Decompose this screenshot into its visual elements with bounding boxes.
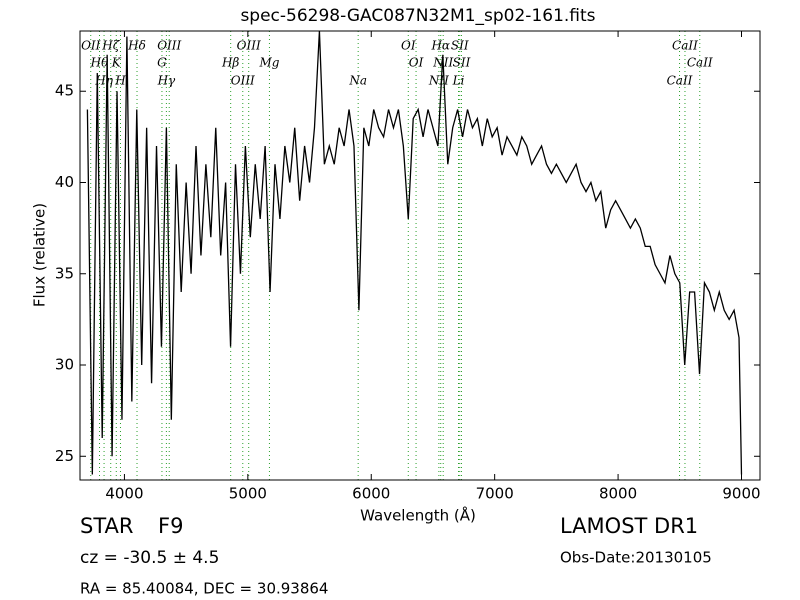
spectral-line-label: Hζ xyxy=(101,39,120,53)
spectral-line-label: OIII xyxy=(237,39,261,53)
spectral-line-label: OIII xyxy=(157,39,181,53)
x-tick-label: 8000 xyxy=(599,485,637,503)
spectral-line-label: NII xyxy=(428,74,449,88)
spectral-line-label: Na xyxy=(348,74,367,88)
y-tick-label: 25 xyxy=(55,447,74,465)
y-tick-label: 40 xyxy=(55,173,74,191)
redshift: cz = -30.5 ± 4.5 xyxy=(80,548,219,568)
x-tick-label: 7000 xyxy=(476,485,514,503)
y-tick-label: 45 xyxy=(55,82,74,100)
spectral-line-label: CaII xyxy=(687,56,713,70)
object-class: STAR xyxy=(80,514,133,538)
spectrum xyxy=(86,31,743,475)
x-tick-label: 5000 xyxy=(229,485,267,503)
spectral-line-label: Hθ xyxy=(90,56,109,70)
spectral-line-label: SII xyxy=(453,56,471,70)
chart-title: spec-56298-GAC087N32M1_sp02-161.fits xyxy=(240,6,595,26)
spectral-line-label: SII xyxy=(451,39,469,53)
spectral-line-label: Hδ xyxy=(127,39,146,53)
y-axis-label: Flux (relative) xyxy=(31,203,49,307)
spectral-line-label: CaII xyxy=(672,39,698,53)
spectral-line-label: G xyxy=(157,56,167,70)
spectral-line-label: OI xyxy=(409,56,424,70)
spectral-line-label: Hγ xyxy=(157,74,176,88)
spectral-line-label: Mg xyxy=(258,56,279,70)
x-tick-label: 4000 xyxy=(105,485,143,503)
spectral-line-label: CaII xyxy=(667,74,693,88)
plot-area xyxy=(86,31,743,480)
spectral-line-label: Li xyxy=(452,74,465,88)
x-axis-label: Wavelength (Å) xyxy=(360,506,476,525)
spectral-line-label: OIII xyxy=(231,74,255,88)
spectral-line-label: Hη xyxy=(94,74,113,88)
y-tick-label: 30 xyxy=(55,356,74,374)
survey: LAMOST DR1 xyxy=(560,514,698,538)
spectral-line-label: OI xyxy=(401,39,416,53)
spectral-line-label: OII xyxy=(81,39,101,53)
x-tick-label: 9000 xyxy=(722,485,760,503)
spectral-line-label: Hβ xyxy=(221,56,239,70)
spectral-line-label: H xyxy=(114,74,126,88)
spectral-line-label: K xyxy=(111,56,122,70)
subclass: F9 xyxy=(158,514,183,538)
spectral-line-label: NII xyxy=(432,56,453,70)
x-tick-label: 6000 xyxy=(352,485,390,503)
obs-date: Obs-Date:20130105 xyxy=(560,549,712,567)
axes-frame xyxy=(79,30,761,481)
y-tick-label: 35 xyxy=(55,264,74,282)
coordinates: RA = 85.40084, DEC = 30.93864 xyxy=(80,580,328,598)
spectral-line-label: Hα xyxy=(430,39,450,53)
